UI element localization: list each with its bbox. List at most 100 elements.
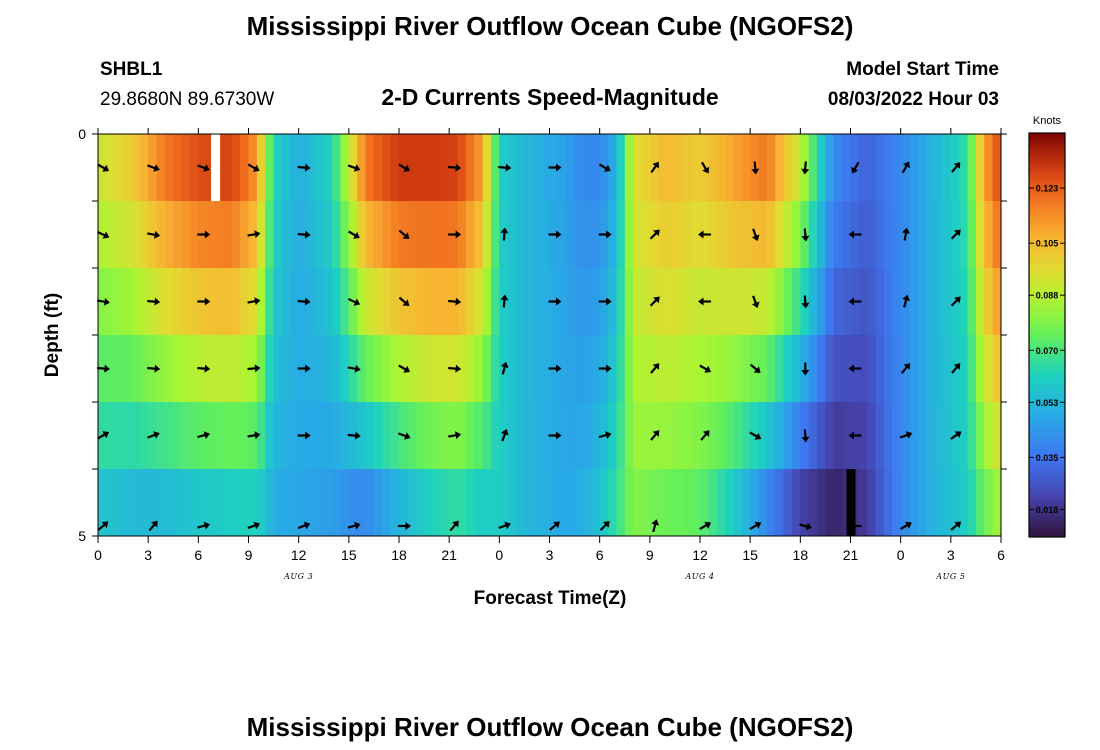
heatmap-cell bbox=[432, 134, 442, 202]
heatmap-cell bbox=[340, 134, 350, 202]
heatmap-cell bbox=[323, 335, 333, 403]
vector-arrow bbox=[347, 431, 361, 440]
heatmap-cell bbox=[189, 335, 199, 403]
vector-arrow bbox=[902, 227, 910, 241]
colorbar-ticks: 0.123 0.105 0.088 0.070 0.053 0.035 0.018 bbox=[1029, 184, 1065, 515]
heatmap-cell bbox=[825, 335, 835, 403]
heatmap-cell bbox=[582, 469, 592, 536]
vector-arrow bbox=[598, 163, 611, 172]
heatmap-cell bbox=[766, 134, 776, 202]
heatmap-cell bbox=[725, 335, 735, 403]
heatmap-cell bbox=[139, 201, 149, 269]
heatmap-cell bbox=[783, 134, 793, 202]
heatmap-cell bbox=[817, 469, 827, 536]
heatmap-cell bbox=[332, 201, 342, 269]
vector-arrow bbox=[751, 161, 760, 175]
heatmap-cell bbox=[883, 201, 893, 269]
heatmap-cell bbox=[574, 134, 584, 202]
heatmap-cell bbox=[256, 201, 266, 269]
heatmap-cell bbox=[407, 469, 417, 536]
heatmap-cell bbox=[833, 268, 843, 336]
heatmap-cell bbox=[975, 134, 985, 202]
heatmap-cell bbox=[942, 402, 952, 470]
heatmap-cell bbox=[265, 335, 275, 403]
heatmap-cell bbox=[541, 402, 551, 470]
heatmap-cell bbox=[139, 335, 149, 403]
heatmap-cell bbox=[984, 134, 994, 202]
heatmap-cell bbox=[390, 134, 400, 202]
heatmap-cell bbox=[131, 469, 141, 536]
heatmap-cell bbox=[942, 469, 952, 536]
heatmap-cell bbox=[608, 201, 617, 269]
heatmap-cell bbox=[474, 335, 484, 403]
heatmap-cell bbox=[959, 469, 969, 536]
vector-arrow bbox=[398, 364, 411, 373]
heatmap-cell bbox=[173, 469, 183, 536]
x-tick-label: 15 bbox=[742, 547, 758, 563]
heatmap-cell bbox=[281, 402, 291, 470]
heatmap-cell bbox=[315, 402, 325, 470]
heatmap-cell bbox=[633, 268, 643, 336]
heatmap-cell bbox=[223, 268, 233, 336]
vector-arrow bbox=[699, 364, 712, 373]
heatmap-cell bbox=[925, 402, 935, 470]
heatmap-cell bbox=[373, 134, 383, 202]
colorbar-tick-label: 0.053 bbox=[1036, 398, 1059, 408]
heatmap-cell bbox=[817, 335, 827, 403]
vector-arrow bbox=[247, 230, 261, 239]
vector-arrow bbox=[649, 296, 660, 307]
heatmap-cell bbox=[206, 201, 216, 269]
heatmap-cell bbox=[892, 335, 902, 403]
heatmap-cell bbox=[608, 134, 617, 202]
vector-arrow bbox=[247, 364, 261, 373]
heatmap-cell bbox=[298, 469, 308, 536]
heatmap-cell bbox=[992, 335, 1001, 403]
heatmap-cell bbox=[206, 402, 216, 470]
heatmap-cell bbox=[382, 402, 392, 470]
vector-arrow bbox=[297, 431, 311, 440]
heatmap-cell bbox=[766, 335, 776, 403]
heatmap-cell bbox=[424, 134, 434, 202]
heatmap-cell bbox=[716, 402, 726, 470]
vector-arrow bbox=[951, 162, 961, 173]
heatmap-cell bbox=[758, 469, 768, 536]
heatmap-cell bbox=[457, 268, 467, 336]
heatmap-cell bbox=[808, 469, 818, 536]
heatmap-cell bbox=[691, 201, 701, 269]
vector-arrow bbox=[848, 522, 862, 530]
heatmap-cell bbox=[842, 402, 852, 470]
heatmap-cell bbox=[198, 469, 208, 536]
heatmap-cell bbox=[741, 402, 751, 470]
heatmap-cell bbox=[164, 201, 174, 269]
heatmap-cell bbox=[683, 268, 693, 336]
heatmap-cell bbox=[332, 134, 342, 202]
heatmap-cell bbox=[842, 268, 852, 336]
heatmap-cell bbox=[173, 402, 183, 470]
heatmap-cell bbox=[992, 268, 1001, 336]
heatmap-cell bbox=[265, 402, 275, 470]
heatmap-cell bbox=[541, 469, 551, 536]
heatmap-cell bbox=[875, 469, 885, 536]
heatmap-cell bbox=[624, 402, 634, 470]
heatmap-cell bbox=[348, 469, 358, 536]
vector-arrow bbox=[97, 163, 110, 172]
colorbar-tick-label: 0.088 bbox=[1036, 291, 1059, 301]
x-tick-label: 12 bbox=[291, 547, 307, 563]
heatmap-cell bbox=[164, 268, 174, 336]
heatmap-cell bbox=[783, 335, 793, 403]
date-label: AUG 3 bbox=[283, 572, 313, 581]
heatmap-cell bbox=[156, 268, 166, 336]
heatmap-cell bbox=[783, 402, 793, 470]
heatmap-cell bbox=[340, 469, 350, 536]
heatmap-cell bbox=[516, 134, 526, 202]
heatmap-cell bbox=[114, 134, 124, 202]
heatmap-cell bbox=[415, 335, 425, 403]
vector-arrow bbox=[801, 362, 810, 376]
heatmap-cell bbox=[666, 201, 676, 269]
vector-arrow bbox=[398, 296, 410, 306]
heatmap-cell bbox=[691, 335, 701, 403]
heatmap-cell bbox=[875, 201, 885, 269]
heatmap-cell bbox=[139, 268, 149, 336]
x-tick-label: 9 bbox=[245, 547, 253, 563]
vector-arrow bbox=[701, 161, 710, 174]
